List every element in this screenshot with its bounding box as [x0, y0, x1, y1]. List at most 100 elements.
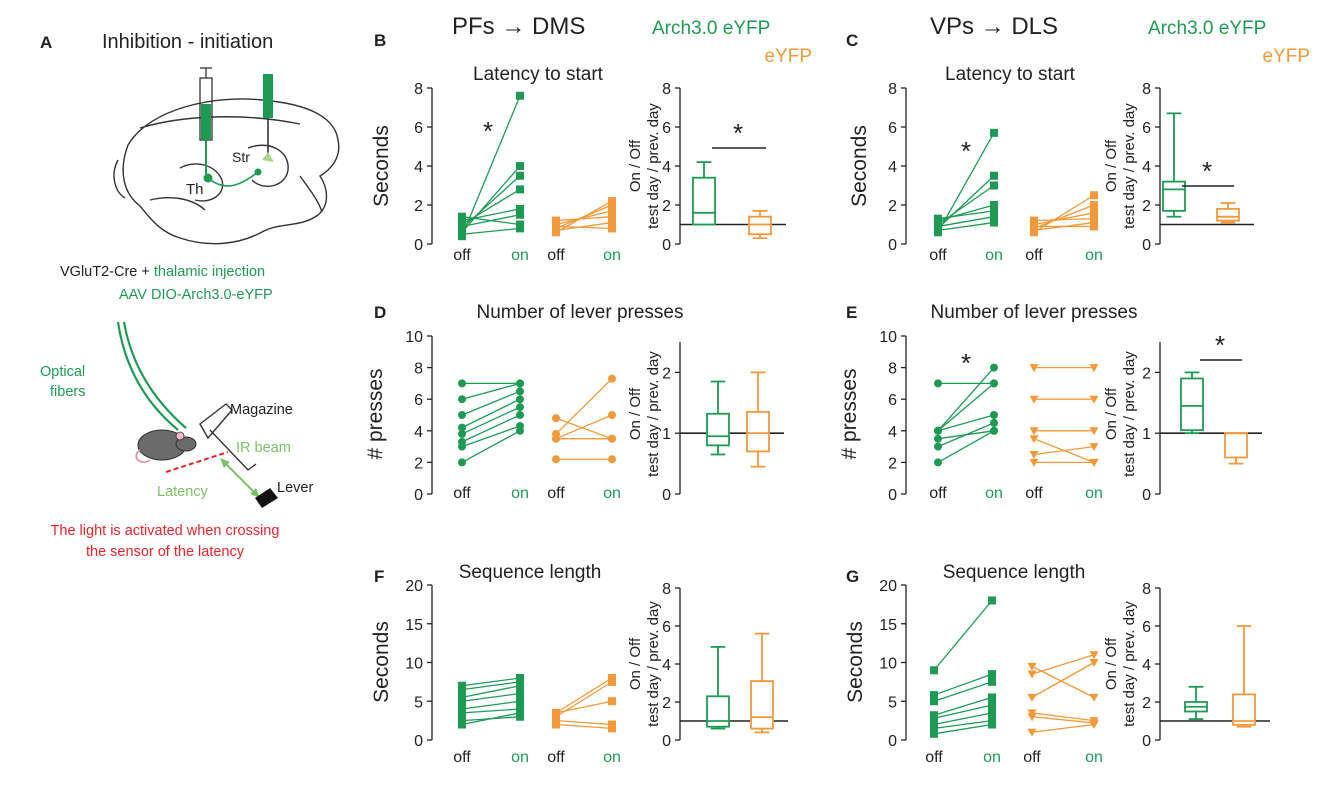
arch-pair-line [933, 723, 993, 735]
ratio-arch-box-f-box [706, 695, 730, 728]
magazine-label: Magazine [230, 402, 293, 418]
arch-off-point [934, 434, 942, 443]
eyfp-off-point [1029, 364, 1039, 373]
arch-off-point [934, 379, 942, 388]
panel-e-title: Number of lever presses [931, 302, 1138, 323]
arch-off-point [934, 226, 942, 235]
ratio-arch-box-b-box [692, 176, 716, 226]
arch-pair-line [461, 227, 521, 235]
eyfp-on-point [1089, 651, 1099, 660]
x-label-on-eyfp-d: on [603, 485, 621, 502]
arch-pair-line [937, 175, 995, 229]
x-label-on-eyfp-e: on [1085, 485, 1103, 502]
arch-off-point [930, 697, 938, 706]
y-tick-label-d: 2 [414, 455, 423, 472]
ratio-eyfp-box-d-box [746, 411, 770, 453]
y-tick-label-f: 5 [414, 694, 423, 711]
arch-pair-line [461, 700, 521, 710]
eyfp-on-point [608, 724, 616, 733]
ratio-significance-star-e: * [1215, 330, 1225, 360]
eyfp-off-point [1029, 451, 1039, 459]
arch-off-point [458, 429, 466, 438]
projection-line [207, 171, 259, 187]
arch-pair-line [937, 221, 995, 231]
y-axis-label-f: Seconds [370, 621, 393, 703]
red-note-2: the sensor of the latency [86, 544, 245, 560]
ratio-y-tick-label-d: 1 [662, 426, 671, 443]
ratio-label-1-e: On / Off [1103, 387, 1120, 440]
y-tick-label-b: 4 [414, 159, 423, 176]
syringe-icon [199, 67, 213, 178]
panel-letter-g: G [846, 567, 859, 586]
y-tick-label-d: 10 [405, 329, 423, 346]
eyfp-off-point [1029, 395, 1039, 404]
arch-on-point [990, 212, 998, 221]
eyfp-off-point [552, 708, 560, 717]
arch-off-point [930, 691, 938, 700]
arch-on-point [988, 708, 996, 717]
y-tick-label-f: 20 [405, 578, 423, 595]
eyfp-on-point [1089, 693, 1099, 702]
arch-on-point [990, 418, 998, 427]
y-tick-label-c: 6 [888, 120, 897, 137]
arch-on-point [516, 689, 524, 698]
eyfp-pair-line [1033, 445, 1095, 456]
x-label-off-arch-f: off [453, 749, 471, 766]
arch-on-point [516, 387, 524, 396]
arch-off-point [458, 697, 466, 706]
eyfp-pair-line [1031, 654, 1095, 675]
y-tick-label-d: 0 [414, 487, 423, 504]
y-tick-label-d: 8 [414, 361, 423, 378]
ratio-eyfp-box-e-box [1224, 432, 1248, 459]
y-axis-label-d: # presses [364, 368, 387, 459]
eyfp-off-point [1029, 435, 1039, 444]
arch-off-point [458, 423, 466, 432]
arch-on-point [516, 224, 524, 233]
arch-on-point [516, 411, 524, 419]
ratio-label-1-b: On / Off [627, 139, 644, 192]
ratio-y-tick-label-c: 6 [1142, 120, 1151, 137]
arch-pair-line [933, 696, 993, 716]
optical-fibers-label-1: Optical [40, 364, 85, 380]
arch-pair-line [933, 681, 993, 702]
arch-pair-line [461, 685, 521, 699]
panel-letter-e: E [846, 303, 857, 322]
ratio-y-tick-label-f: 8 [662, 581, 671, 598]
ratio-eyfp-box-b [748, 209, 772, 240]
y-tick-label-g: 10 [879, 656, 897, 673]
eyfp-pair-line [1031, 723, 1095, 733]
arch-on-point [516, 697, 524, 706]
arch-pair-line [937, 132, 995, 233]
arch-off-point [458, 395, 466, 404]
arch-pair-line [461, 708, 521, 714]
ratio-label-1-g: On / Off [1103, 637, 1120, 690]
y-tick-label-c: 2 [888, 198, 897, 215]
eyfp-pair-line [1033, 204, 1095, 230]
x-label-on-arch-f: on [511, 749, 529, 766]
ratio-significance-star-c: * [1202, 156, 1212, 186]
arch-on-point [516, 681, 524, 690]
ratio-arch-box-g [1184, 685, 1208, 720]
eyfp-off-point [1027, 670, 1037, 679]
eyfp-on-point [1089, 458, 1099, 467]
eyfp-pair-line [555, 719, 613, 726]
ratio-arch-box-d [706, 380, 730, 456]
eyfp-pair-line [555, 221, 613, 231]
eyfp-pair-line [555, 378, 613, 435]
eyfp-off-point [552, 414, 560, 423]
ratio-y-tick-label-f: 0 [662, 733, 671, 750]
arch-on-point [990, 379, 998, 388]
eyfp-on-point [608, 224, 616, 233]
eyfp-off-point [1030, 222, 1038, 231]
y-tick-label-c: 8 [888, 81, 897, 98]
arch-on-point [988, 670, 996, 679]
ratio-y-tick-label-d: 0 [662, 487, 671, 504]
left-legend-eyfp: eYFP [764, 46, 812, 67]
arch-pair-line [933, 600, 993, 671]
right-legend-eyfp: eYFP [1262, 46, 1310, 67]
panel-d-title: Number of lever presses [477, 302, 684, 323]
arch-pair-line [933, 712, 993, 726]
x-label-on-arch-g: on [983, 749, 1001, 766]
